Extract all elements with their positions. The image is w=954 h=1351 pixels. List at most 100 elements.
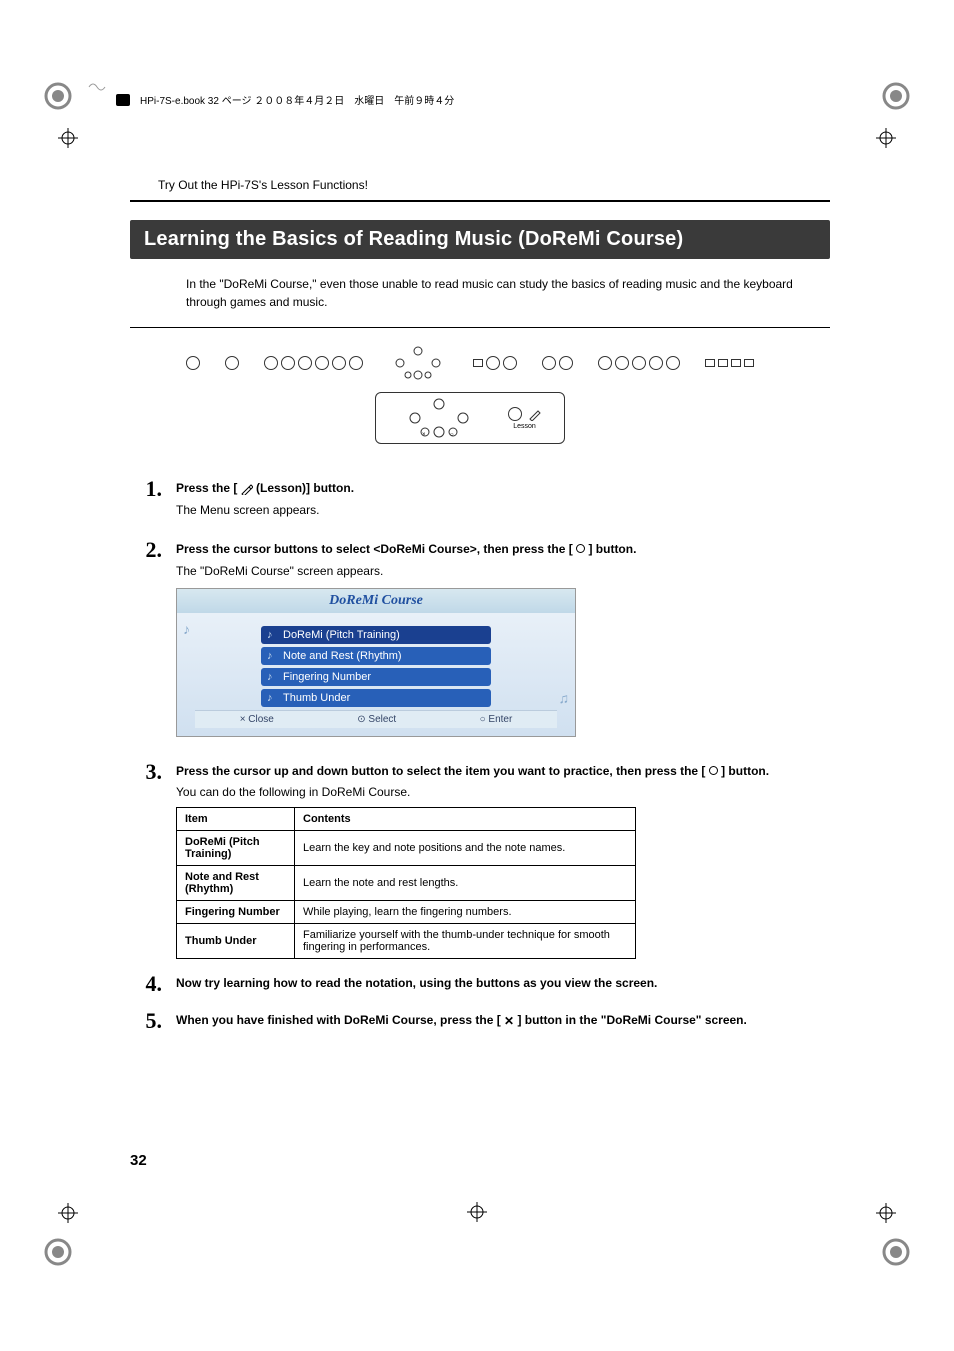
step-title-part: ] button in the "DoReMi Course" screen.: [517, 1013, 746, 1027]
corner-decoration: [44, 82, 72, 113]
music-note-icon: ♪: [183, 621, 190, 637]
header-meta-text: HPi-7S-e.book 32 ページ ２００８年４月２日 水曜日 午前９時４…: [140, 92, 454, 107]
circle-icon: [709, 766, 718, 775]
step-title: Press the cursor buttons to select <DoRe…: [176, 541, 830, 558]
knob-icon: [503, 356, 517, 370]
book-icon: [116, 94, 130, 106]
step-title-part: ] button.: [588, 542, 636, 556]
pencil-icon: [528, 407, 542, 421]
crop-mark-icon: [467, 1202, 487, 1225]
page-number: 32: [130, 1152, 147, 1169]
knob-icon: [559, 356, 573, 370]
menu-item: Note and Rest (Rhythm): [261, 647, 491, 665]
screen-body: ♪ ♫ DoReMi (Pitch Training) Note and Res…: [177, 613, 575, 736]
section-title: Learning the Basics of Reading Music (Do…: [130, 220, 830, 259]
step-number: 2.: [130, 539, 162, 747]
table-cell: Learn the note and rest lengths.: [295, 866, 636, 901]
step-title-part: ] button.: [721, 764, 769, 778]
swirl-icon: [88, 80, 106, 97]
step-5: 5. When you have finished with DoReMi Co…: [130, 1010, 830, 1033]
svg-text:○: ○: [450, 432, 454, 438]
button-group: [598, 356, 680, 370]
cursor-pad-icon: ×○: [399, 396, 479, 440]
step-title-part: Press the [: [176, 481, 241, 495]
table-cell: Thumb Under: [177, 924, 295, 959]
crop-mark-icon: [58, 128, 78, 148]
corner-decoration: [882, 82, 910, 113]
step-title-part: Press the cursor up and down button to s…: [176, 764, 709, 778]
steps-list: 1. Press the [ (Lesson)] button. The Men…: [130, 478, 830, 1033]
knob-icon: [649, 356, 663, 370]
corner-decoration: [44, 1238, 72, 1269]
intro-text: In the "DoReMi Course," even those unabl…: [186, 275, 820, 311]
crop-mark-icon: [58, 1203, 78, 1223]
table-header-row: Item Contents: [177, 808, 636, 831]
table-row: Fingering Number While playing, learn th…: [177, 901, 636, 924]
step-4: 4. Now try learning how to read the nota…: [130, 973, 830, 996]
button-group: [542, 356, 573, 370]
button-group: [705, 359, 754, 367]
course-table: Item Contents DoReMi (Pitch Training) Le…: [176, 807, 636, 959]
step-title-part: Press the cursor buttons to select <DoRe…: [176, 542, 576, 556]
step-title: Press the [ (Lesson)] button.: [176, 480, 830, 497]
knob-icon: [349, 356, 363, 370]
breadcrumb: Try Out the HPi-7S's Lesson Functions!: [158, 178, 830, 192]
x-icon: ✕: [504, 1013, 514, 1030]
knob-icon: [332, 356, 346, 370]
circle-icon: [576, 544, 585, 553]
pencil-icon: [241, 483, 253, 495]
divider: [130, 327, 830, 328]
table-cell: DoReMi (Pitch Training): [177, 831, 295, 866]
divider: [130, 200, 830, 202]
table-cell: Note and Rest (Rhythm): [177, 866, 295, 901]
control-panel-diagram: ×○ Lesson: [170, 340, 770, 460]
table-header: Contents: [295, 808, 636, 831]
table-row: Thumb Under Familiarize yourself with th…: [177, 924, 636, 959]
music-note-icon: ♫: [559, 690, 570, 706]
cursor-pad: [388, 343, 448, 383]
knob-icon: [632, 356, 646, 370]
table-cell: Learn the key and note positions and the…: [295, 831, 636, 866]
knob-icon: [315, 356, 329, 370]
knob-icon: [186, 356, 200, 370]
document-header-meta: HPi-7S-e.book 32 ページ ２００８年４月２日 水曜日 午前９時４…: [116, 92, 454, 107]
step-text: You can do the following in DoReMi Cours…: [176, 783, 830, 801]
menu-item: DoReMi (Pitch Training): [261, 626, 491, 644]
button-group: [264, 356, 363, 370]
knob-icon: [598, 356, 612, 370]
step-title: Press the cursor up and down button to s…: [176, 763, 830, 780]
step-1: 1. Press the [ (Lesson)] button. The Men…: [130, 478, 830, 525]
knob-icon: [542, 356, 556, 370]
footer-close: × Close: [240, 714, 274, 725]
knob-icon: [225, 356, 239, 370]
table-cell: Fingering Number: [177, 901, 295, 924]
table-header: Item: [177, 808, 295, 831]
step-3: 3. Press the cursor up and down button t…: [130, 761, 830, 960]
knob-icon: [508, 407, 522, 421]
step-number: 3.: [130, 761, 162, 960]
knob-icon: [615, 356, 629, 370]
button-group: [473, 356, 517, 370]
crop-mark-icon: [876, 128, 896, 148]
step-2: 2. Press the cursor buttons to select <D…: [130, 539, 830, 747]
doremi-screen: DoReMi Course ♪ ♫ DoReMi (Pitch Training…: [176, 588, 576, 737]
table-row: DoReMi (Pitch Training) Learn the key an…: [177, 831, 636, 866]
step-text: The Menu screen appears.: [176, 501, 830, 519]
svg-text:×: ×: [422, 432, 426, 438]
footer-select: ⊙ Select: [357, 714, 396, 725]
step-title: When you have finished with DoReMi Cours…: [176, 1012, 830, 1029]
step-number: 4.: [130, 973, 162, 996]
screen-footer: × Close ⊙ Select ○ Enter: [195, 710, 557, 728]
callout-box: ×○ Lesson: [375, 392, 565, 444]
crop-mark-icon: [876, 1203, 896, 1223]
screen-title: DoReMi Course: [177, 589, 575, 613]
page: HPi-7S-e.book 32 ページ ２００８年４月２日 水曜日 午前９時４…: [0, 0, 954, 1351]
knob-icon: [486, 356, 500, 370]
panel-row: [170, 340, 770, 386]
content-area: Try Out the HPi-7S's Lesson Functions! L…: [130, 178, 830, 1047]
corner-decoration: [882, 1238, 910, 1269]
knob-icon: [666, 356, 680, 370]
footer-enter: ○ Enter: [480, 714, 513, 725]
step-text: The "DoReMi Course" screen appears.: [176, 562, 830, 580]
knob-icon: [298, 356, 312, 370]
